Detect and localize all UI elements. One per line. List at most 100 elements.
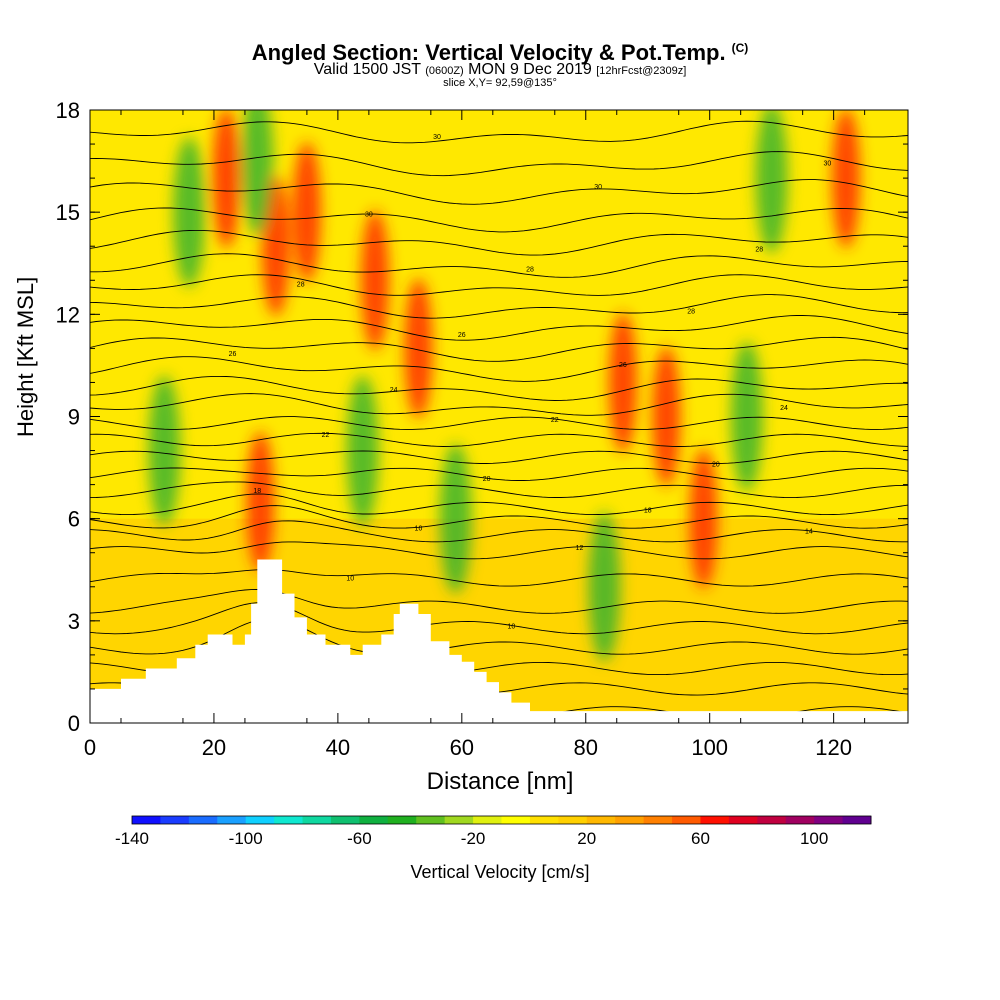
theta-contour xyxy=(89,541,909,560)
colorbar-swatch xyxy=(615,816,645,824)
theta-contour xyxy=(89,602,909,635)
colorbar-swatch xyxy=(274,816,304,824)
theta-contour xyxy=(89,356,909,382)
contour-label: 30 xyxy=(365,212,373,219)
colorbar-swatch xyxy=(586,816,616,824)
theta-contour xyxy=(89,229,909,256)
colorbar-swatch xyxy=(785,816,815,824)
y-tick-label: 0 xyxy=(68,711,80,736)
theta-contour xyxy=(89,505,909,529)
colorbar-swatch xyxy=(473,816,502,824)
slice-info: slice X,Y= 92,59@135° xyxy=(443,77,557,89)
theta-contour xyxy=(89,336,909,362)
contour-label: 30 xyxy=(594,184,602,191)
colorbar-tick-label: 100 xyxy=(800,829,828,848)
valid-utc: (0600Z) xyxy=(425,65,464,77)
chart-title: Angled Section: Vertical Velocity & Pot.… xyxy=(0,36,1000,65)
colorbar-swatch xyxy=(160,816,190,824)
axes: 0 20 40 60 80 100 120 0 3 6 9 12 15 18 xyxy=(56,98,909,760)
y-tick-label: 15 xyxy=(56,200,80,225)
updraft-cell xyxy=(246,431,275,572)
y-tick-label: 9 xyxy=(68,405,80,430)
colorbar-swatch xyxy=(359,816,389,824)
colorbar-swatch xyxy=(672,816,701,824)
theta-contour xyxy=(89,481,909,499)
contour-label: 16 xyxy=(415,525,423,532)
theta-contour xyxy=(89,432,909,447)
downdraft-cell xyxy=(588,511,621,662)
valid-date: MON 9 Dec 2019 xyxy=(468,61,592,78)
colorbar-swatch xyxy=(416,816,446,824)
theta-contour xyxy=(89,450,909,464)
contour-label: 10 xyxy=(346,575,354,582)
x-tick-label: 20 xyxy=(202,735,226,760)
colorbar-swatch xyxy=(814,816,844,824)
y-tick-label: 3 xyxy=(68,609,80,634)
colorbar-swatch xyxy=(700,816,730,824)
title-units: (C) xyxy=(731,41,749,55)
contour-label: 20 xyxy=(483,476,491,483)
colorbar-label: Vertical Velocity [cm/s] xyxy=(410,862,590,882)
contour-label: 30 xyxy=(433,134,441,141)
theta-contour xyxy=(89,393,909,416)
theta-contour xyxy=(89,589,909,614)
theta-contour xyxy=(89,315,909,341)
contour-label: 26 xyxy=(619,362,627,369)
colorbar-swatch xyxy=(501,816,531,824)
colorbar-swatch xyxy=(387,816,417,824)
terrain-profile xyxy=(90,559,908,723)
colorbar-swatch xyxy=(757,816,787,824)
theta-contour xyxy=(89,120,909,144)
theta-contour xyxy=(89,274,909,296)
colorbar-frame xyxy=(131,815,872,825)
downdraft-cell xyxy=(755,110,788,254)
contour-label: 20 xyxy=(712,461,720,468)
colorbar-swatch xyxy=(643,816,673,824)
theta-contour xyxy=(89,179,909,205)
theta-contour xyxy=(89,520,908,543)
x-tick-label: 100 xyxy=(691,735,728,760)
colorbar-tick-label: 60 xyxy=(691,829,710,848)
updraft-cell xyxy=(608,312,637,453)
updraft-cell xyxy=(652,346,681,487)
contour-label: 30 xyxy=(824,161,832,168)
colorbar-tick-label: 20 xyxy=(577,829,596,848)
title-text: Angled Section: Vertical Velocity & Pot.… xyxy=(251,40,726,65)
colorbar-swatch xyxy=(728,816,758,824)
colorbar: -140 -100 -60 -20 20 60 100 xyxy=(115,815,872,848)
contour-label: 28 xyxy=(526,266,534,273)
updraft-cell xyxy=(212,110,241,249)
updraft-cell xyxy=(832,110,861,249)
theta-contour xyxy=(89,151,909,177)
contour-label: 28 xyxy=(687,309,695,316)
contour-label: 24 xyxy=(390,387,398,394)
colorbar-tick-label: -20 xyxy=(461,829,486,848)
downdraft-cell xyxy=(241,110,274,237)
x-axis-label: Distance [nm] xyxy=(426,768,574,795)
colorbar-swatch xyxy=(245,816,275,824)
colorbar-swatch xyxy=(302,816,332,824)
theta-contour xyxy=(89,416,909,430)
theta-contour xyxy=(89,618,909,655)
theta-contour xyxy=(89,207,909,233)
contour-label: 26 xyxy=(458,332,466,339)
contour-label: 24 xyxy=(780,405,788,412)
contour-label: 12 xyxy=(576,545,584,552)
contour-label: 18 xyxy=(644,507,652,514)
chart-subtitle: Valid 1500 JST (0600Z) MON 9 Dec 2019 [1… xyxy=(0,61,1000,80)
theta-contour xyxy=(89,569,909,587)
updraft-cell xyxy=(689,448,718,589)
theta-contour xyxy=(89,467,909,481)
y-axis-label: Height [Kft MSL] xyxy=(13,276,38,437)
colorbar-swatch xyxy=(529,816,559,824)
colorbar-tick-label: -140 xyxy=(115,829,149,848)
colorbar-swatch xyxy=(444,816,474,824)
y-tick-label: 12 xyxy=(56,302,80,327)
downdraft-cell xyxy=(173,137,206,288)
downdraft-cell xyxy=(730,341,763,492)
contour-label: 26 xyxy=(229,351,237,358)
contour-label: 10 xyxy=(507,623,515,630)
y-tick-label: 6 xyxy=(68,507,80,532)
contour-label: 18 xyxy=(253,488,261,495)
